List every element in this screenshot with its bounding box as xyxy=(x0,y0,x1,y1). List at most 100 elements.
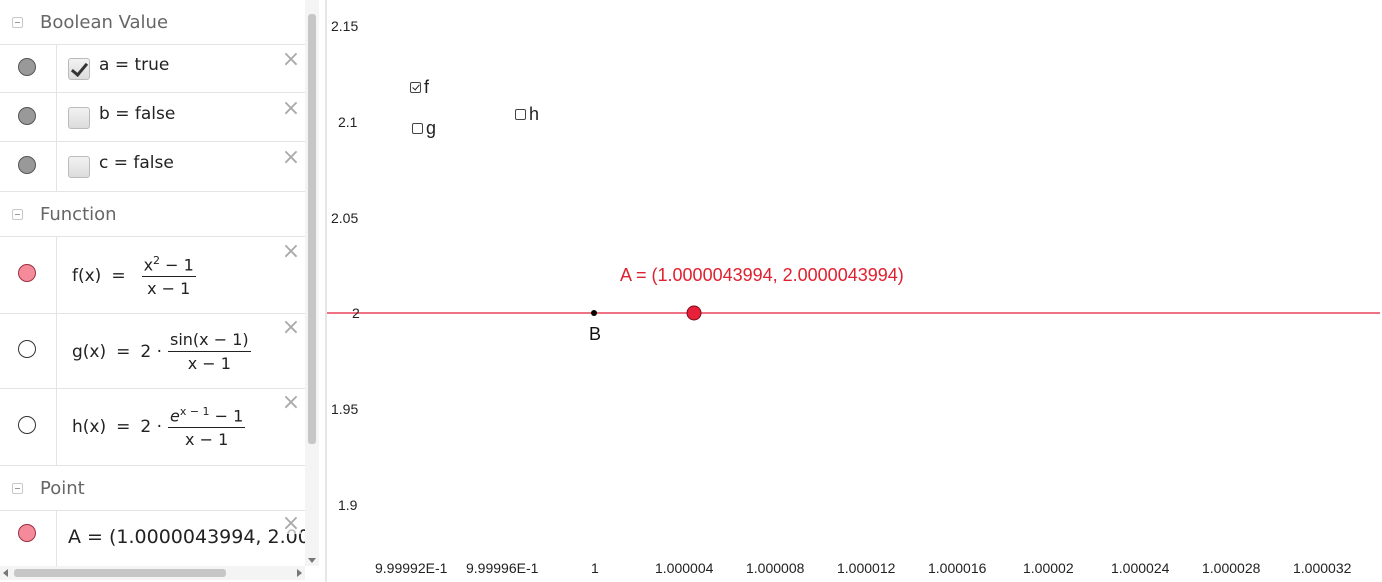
section-title: Function xyxy=(40,203,117,225)
visibility-marble-icon[interactable] xyxy=(18,416,36,434)
numerator-rest: − 1 xyxy=(209,406,244,426)
checkbox-box[interactable] xyxy=(410,82,421,93)
collapse-icon[interactable] xyxy=(12,482,23,494)
equals-sign: = xyxy=(111,266,126,287)
y-tick-label: 2.15 xyxy=(331,18,359,34)
marble-cell xyxy=(0,44,57,92)
visibility-marble-icon[interactable] xyxy=(18,156,36,174)
delete-close-icon[interactable]: × xyxy=(281,390,301,415)
x-tick-label: 1.000016 xyxy=(928,560,987,576)
algebra-view: Boolean Value a = true × b = false × c =… xyxy=(0,0,320,582)
delete-close-icon[interactable]: × xyxy=(281,315,301,340)
algebra-row-h[interactable]: h(x) = 2 · ex − 1 − 1 x − 1 × xyxy=(0,389,305,466)
function-lhs: g(x) xyxy=(72,341,107,362)
algebra-row-c[interactable]: c = false × xyxy=(0,142,305,192)
section-header-boolean[interactable]: Boolean Value xyxy=(0,0,305,45)
delete-close-icon[interactable]: × xyxy=(281,511,301,536)
function-lhs: f(x) xyxy=(72,266,102,287)
algebra-row-b[interactable]: b = false × xyxy=(0,93,305,142)
collapse-icon[interactable] xyxy=(12,16,23,28)
function-lhs: h(x) xyxy=(72,417,107,438)
section-title: Point xyxy=(40,477,85,499)
graphics-checkbox-h[interactable]: h xyxy=(515,104,539,125)
marble-cell xyxy=(0,236,57,313)
delete-close-icon[interactable]: × xyxy=(281,96,301,121)
scrollbar-thumb[interactable] xyxy=(14,569,226,577)
boolean-checkbox-b[interactable] xyxy=(68,107,90,129)
marble-cell xyxy=(0,314,57,388)
y-tick-label: 1.9 xyxy=(338,497,358,513)
checkbox-box[interactable] xyxy=(515,109,526,120)
x-tick-label: 1.000032 xyxy=(1293,560,1352,576)
visibility-marble-icon[interactable] xyxy=(18,340,36,358)
checkbox-box[interactable] xyxy=(412,123,423,134)
function-f-expression[interactable]: f(x) = x2 − 1 x − 1 xyxy=(72,254,196,298)
visibility-marble-icon[interactable] xyxy=(18,58,36,76)
visibility-marble-icon[interactable] xyxy=(18,107,36,125)
algebra-row-a[interactable]: a = true × xyxy=(0,44,305,93)
point-a[interactable] xyxy=(686,305,702,321)
algebra-row-f[interactable]: f(x) = x2 − 1 x − 1 × xyxy=(0,236,305,314)
numerator-base: x xyxy=(143,255,154,275)
numerator-base: e xyxy=(169,406,180,426)
boolean-checkbox-a[interactable] xyxy=(68,58,90,80)
point-b[interactable] xyxy=(591,310,597,316)
numerator: sin(x − 1) xyxy=(168,330,251,352)
x-tick-label: 1.000008 xyxy=(746,560,805,576)
graphics-checkbox-g[interactable]: g xyxy=(412,118,436,139)
boolean-text-b[interactable]: b = false xyxy=(99,104,176,124)
marble-cell xyxy=(0,142,57,191)
checkbox-label[interactable]: h xyxy=(529,104,540,124)
scroll-down-arrow-icon[interactable] xyxy=(308,558,316,563)
point-b-label[interactable]: B xyxy=(589,324,602,344)
fraction: x2 − 1 x − 1 xyxy=(141,254,196,299)
marble-cell xyxy=(0,389,57,465)
graphics-checkbox-f[interactable]: f xyxy=(410,77,429,98)
delete-close-icon[interactable]: × xyxy=(281,145,301,170)
scrollbar-thumb[interactable] xyxy=(308,14,316,444)
marble-cell xyxy=(0,93,57,141)
numerator-rest: − 1 xyxy=(160,255,194,275)
delete-close-icon[interactable]: × xyxy=(281,239,301,264)
checkbox-label[interactable]: f xyxy=(424,77,430,97)
x-tick-label: 9.99992E-1 xyxy=(375,560,448,576)
y-tick-label: 1.95 xyxy=(331,401,359,417)
x-tick-label: 1.000028 xyxy=(1202,560,1261,576)
denominator: x − 1 xyxy=(147,279,191,299)
numerator: x2 − 1 xyxy=(141,254,196,278)
scroll-right-arrow-icon[interactable] xyxy=(297,569,302,577)
y-tick-label: 2 xyxy=(352,305,360,321)
boolean-checkbox-c[interactable] xyxy=(68,156,90,178)
graphics-view[interactable]: 2.15 2.1 2.05 2 1.95 1.9 9.99992E-1 9.99… xyxy=(327,0,1382,582)
algebra-row-g[interactable]: g(x) = 2 · sin(x − 1) x − 1 × xyxy=(0,314,305,389)
visibility-marble-icon[interactable] xyxy=(18,524,36,542)
coefficient: 2 · xyxy=(140,417,162,438)
function-h-expression[interactable]: h(x) = 2 · ex − 1 − 1 x − 1 xyxy=(72,405,246,450)
boolean-text-c[interactable]: c = false xyxy=(99,153,174,173)
delete-close-icon[interactable]: × xyxy=(281,47,301,72)
x-tick-label: 1.00002 xyxy=(1023,560,1074,576)
x-tick-label: 1.000004 xyxy=(655,560,714,576)
collapse-icon[interactable] xyxy=(12,208,23,220)
equals-sign: = xyxy=(116,417,131,438)
numerator-exponent: x − 1 xyxy=(179,405,210,418)
visibility-marble-icon[interactable] xyxy=(18,264,36,282)
horizontal-scrollbar[interactable] xyxy=(0,566,305,580)
section-header-point[interactable]: Point xyxy=(0,466,305,511)
view-divider[interactable] xyxy=(325,0,327,582)
denominator: x − 1 xyxy=(185,430,229,450)
vertical-scrollbar[interactable] xyxy=(305,0,319,566)
point-a-text[interactable]: A = (1.0000043994, 2.0000043994) xyxy=(68,526,305,548)
boolean-text-a[interactable]: a = true xyxy=(99,55,170,75)
section-title: Boolean Value xyxy=(40,11,169,33)
section-header-function[interactable]: Function xyxy=(0,192,305,237)
scroll-left-arrow-icon[interactable] xyxy=(3,569,8,577)
y-tick-label: 2.1 xyxy=(338,114,358,130)
point-a-label[interactable]: A = (1.0000043994, 2.0000043994) xyxy=(620,265,904,285)
marble-cell xyxy=(0,510,57,566)
denominator: x − 1 xyxy=(187,354,231,373)
algebra-row-point-a[interactable]: A = (1.0000043994, 2.0000043994) × xyxy=(0,510,305,566)
graphics-canvas[interactable] xyxy=(327,0,1382,582)
function-g-expression[interactable]: g(x) = 2 · sin(x − 1) x − 1 xyxy=(72,330,251,373)
checkbox-label[interactable]: g xyxy=(426,118,437,138)
